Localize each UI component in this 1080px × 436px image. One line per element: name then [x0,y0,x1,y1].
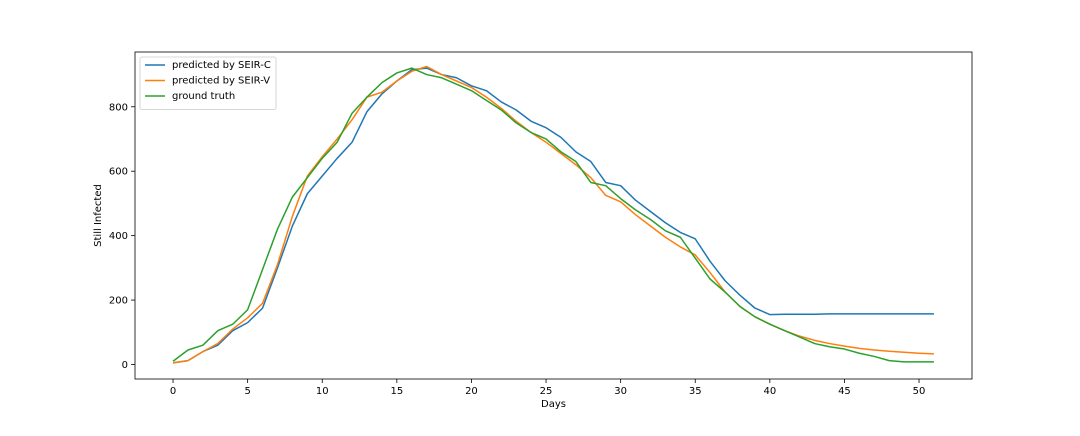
series-line-2 [172,65,934,364]
x-tick-label: 5 [244,386,250,397]
x-tick-label: 30 [614,386,627,397]
y-axis-ticks: 0 200 400 600 800 [109,102,135,371]
legend-box [139,56,277,110]
x-tick-label: 40 [763,386,776,397]
x-tick-label: 45 [838,386,851,397]
legend-label: predicted by SEIR-C [172,60,271,71]
x-tick-label: 25 [540,386,553,397]
x-axis-label: Days [541,399,566,410]
x-tick-label: 35 [689,386,702,397]
series-line-3 [172,67,934,363]
x-tick-label: 15 [390,386,403,397]
axes-frame [134,51,973,380]
y-tick-label: 800 [109,102,128,113]
y-tick-label: 400 [109,231,128,242]
y-tick-label: 0 [122,360,128,371]
y-tick-label: 200 [109,296,128,307]
x-tick-label: 10 [316,386,329,397]
x-tick-label: 50 [913,386,926,397]
x-tick-label: 20 [465,386,478,397]
x-tick-label: 0 [170,386,176,397]
legend-label: predicted by SEIR-V [172,76,270,87]
y-axis-label: Still Infected [93,184,104,247]
legend: predicted by SEIR-C predicted by SEIR-V gr… [139,56,277,110]
series-line-1 [172,67,934,364]
legend-label: ground truth [172,91,235,102]
y-tick-label: 600 [109,167,128,178]
x-axis-ticks: 0 5 10 15 20 25 30 35 40 45 50 [170,379,926,397]
series-lines [172,65,934,364]
